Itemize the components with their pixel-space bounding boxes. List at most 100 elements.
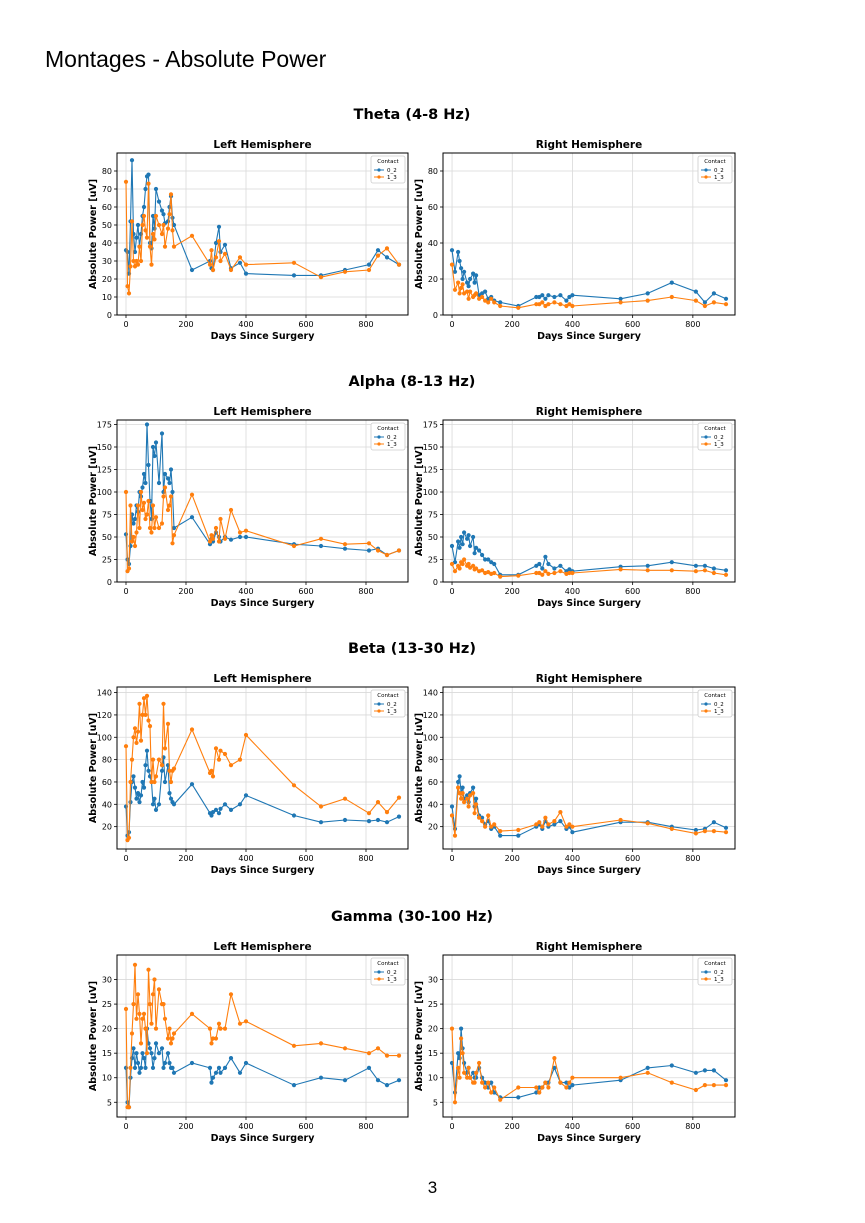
- data-point: [228, 537, 234, 542]
- legend-entry: 0_2: [714, 970, 724, 976]
- y-axis-label: Absolute Power [uV]: [414, 713, 425, 823]
- data-point: [165, 1051, 171, 1056]
- data-point: [474, 566, 479, 571]
- data-point: [126, 835, 132, 840]
- data-point: [161, 701, 166, 706]
- data-point: [449, 248, 455, 253]
- data-point: [472, 280, 477, 285]
- x-tick-label: 600: [625, 320, 640, 329]
- x-tick-label: 400: [238, 587, 253, 596]
- data-point: [134, 740, 139, 746]
- plot-frame: [442, 954, 736, 1118]
- data-point: [472, 811, 477, 816]
- data-point: [125, 284, 130, 289]
- data-point: [471, 791, 476, 796]
- y-axis-label: Absolute Power [uV]: [88, 713, 99, 823]
- data-point: [170, 1065, 175, 1070]
- data-point: [143, 1065, 148, 1070]
- data-point: [457, 291, 462, 296]
- data-point: [153, 1026, 159, 1031]
- data-point: [138, 793, 144, 798]
- y-tick-label: 25: [428, 556, 438, 565]
- series-0_2: [123, 748, 402, 838]
- data-point: [459, 796, 464, 801]
- data-point: [540, 300, 545, 305]
- data-point: [483, 1080, 488, 1085]
- data-point: [167, 1060, 172, 1066]
- data-point: [210, 810, 216, 815]
- legend: Contact 0_21_3: [697, 422, 733, 451]
- legend-swatch-marker: [377, 970, 381, 974]
- data-point: [228, 763, 234, 768]
- data-point: [143, 516, 148, 522]
- data-point: [396, 1053, 402, 1058]
- data-point: [209, 248, 214, 253]
- y-tick-label: 75: [102, 511, 112, 520]
- data-point: [210, 267, 216, 273]
- data-point: [134, 1016, 139, 1021]
- y-tick-label: 80: [102, 167, 112, 176]
- data-point: [222, 242, 228, 247]
- data-point: [153, 186, 159, 192]
- data-point: [140, 222, 145, 228]
- data-point: [711, 570, 717, 576]
- data-point: [167, 1026, 172, 1031]
- x-tick-label: 600: [298, 854, 313, 863]
- data-point: [711, 829, 717, 834]
- data-point: [456, 1051, 461, 1056]
- data-point: [552, 300, 557, 305]
- plot-frame: [442, 686, 736, 850]
- data-point: [543, 569, 548, 574]
- data-point: [645, 1070, 650, 1075]
- data-point: [147, 244, 153, 249]
- data-point: [465, 280, 470, 285]
- data-point: [366, 1051, 372, 1056]
- data-point: [128, 264, 133, 269]
- data-point: [486, 813, 491, 818]
- data-point: [471, 563, 476, 568]
- data-point: [540, 566, 545, 571]
- data-point: [149, 1051, 154, 1056]
- data-point: [161, 1065, 166, 1070]
- data-point: [468, 543, 473, 549]
- data-point: [218, 249, 223, 255]
- data-point: [126, 566, 132, 571]
- data-point: [150, 444, 156, 450]
- data-point: [237, 534, 243, 540]
- data-point: [150, 503, 156, 508]
- data-point: [702, 829, 708, 834]
- data-point: [342, 1078, 348, 1083]
- data-point: [291, 260, 297, 265]
- data-point: [474, 802, 479, 807]
- data-point: [237, 1070, 243, 1075]
- x-tick-label: 400: [565, 320, 580, 329]
- legend-swatch-marker: [704, 709, 708, 713]
- data-point: [134, 258, 139, 264]
- data-point: [396, 795, 402, 800]
- data-point: [209, 533, 214, 538]
- data-point: [126, 291, 132, 296]
- data-point: [138, 1065, 144, 1070]
- data-point: [480, 294, 485, 300]
- data-point: [723, 568, 729, 573]
- data-point: [534, 1090, 539, 1095]
- data-point: [237, 757, 243, 762]
- data-point: [146, 172, 151, 177]
- data-point: [146, 498, 151, 504]
- data-point: [456, 249, 461, 255]
- data-point: [134, 796, 139, 801]
- series-1_3: [449, 785, 729, 838]
- data-point: [291, 543, 297, 549]
- data-point: [342, 817, 348, 823]
- x-tick-label: 400: [565, 854, 580, 863]
- data-point: [131, 534, 136, 540]
- legend: Contact 0_21_3: [370, 422, 406, 451]
- y-tick-label: 100: [423, 733, 438, 742]
- data-point: [141, 1011, 147, 1017]
- data-point: [456, 779, 461, 785]
- data-point: [693, 831, 699, 836]
- series-1_3: [449, 1026, 729, 1105]
- data-point: [460, 282, 465, 287]
- data-point: [516, 827, 521, 833]
- legend-swatch-marker: [377, 709, 381, 713]
